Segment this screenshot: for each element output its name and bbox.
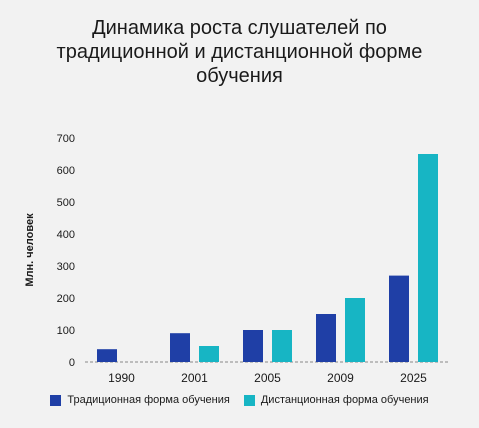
y-tick-label: 500 (57, 197, 75, 209)
y-tick-label: 200 (57, 293, 75, 305)
y-tick-label: 0 (69, 357, 75, 369)
bar-distance-2025 (418, 154, 438, 362)
legend-item-traditional: Традиционная форма обучения (50, 394, 230, 406)
bars (97, 154, 438, 362)
y-axis-ticks: 0 100 200 300 400 500 600 700 (57, 133, 75, 369)
x-tick-label: 2001 (181, 371, 208, 385)
bar-traditional-1990 (97, 349, 117, 362)
legend-label-distance: Дистанционная форма обучения (260, 394, 429, 406)
legend-label-traditional: Традиционная форма обучения (67, 394, 230, 406)
x-tick-label: 2005 (254, 371, 281, 385)
legend: Традиционная форма обучения Дистанционна… (0, 394, 479, 406)
legend-swatch-traditional (50, 394, 62, 406)
chart-title: Динамика роста слушателей по традиционно… (56, 17, 423, 87)
x-axis-ticks: 1990 2001 2005 2009 2025 (108, 371, 427, 385)
y-tick-label: 700 (57, 133, 75, 145)
bar-traditional-2009 (316, 314, 336, 362)
bar-traditional-2025 (389, 275, 409, 362)
x-tick-label: 2009 (327, 371, 354, 385)
bar-distance-2001 (199, 346, 219, 362)
y-tick-label: 100 (57, 325, 75, 337)
bar-traditional-2005 (243, 330, 263, 362)
x-tick-label: 2025 (400, 371, 427, 385)
bar-traditional-2001 (170, 333, 190, 362)
y-tick-label: 600 (57, 165, 75, 177)
legend-item-distance: Дистанционная форма обучения (243, 394, 429, 406)
bar-distance-2009 (345, 298, 365, 362)
x-tick-label: 1990 (108, 371, 135, 385)
legend-swatch-distance (243, 394, 255, 406)
bar-distance-2005 (272, 330, 292, 362)
y-tick-label: 300 (57, 261, 75, 273)
y-axis-label: Млн. человек (24, 213, 36, 287)
y-tick-label: 400 (57, 229, 75, 241)
